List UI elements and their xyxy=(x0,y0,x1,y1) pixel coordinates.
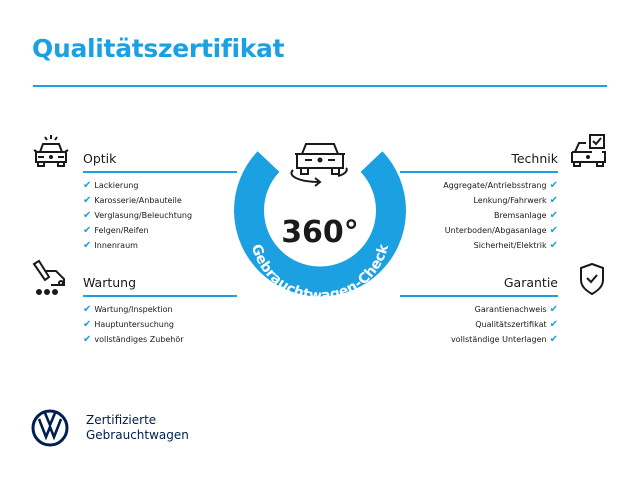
section-title: Wartung xyxy=(83,275,137,290)
car-lights-icon xyxy=(33,135,69,167)
section-title: Garantie xyxy=(503,275,558,290)
check-icon: ✔ xyxy=(83,210,92,221)
list-item: ✔ Verglasung/Beleuchtung xyxy=(83,210,193,221)
list-item: Sicherheit/Elektrik ✔ xyxy=(473,240,558,251)
list-item: Qualitätszertifikat ✔ xyxy=(475,319,558,330)
section-title: Optik xyxy=(83,151,117,166)
list-item: Unterboden/Abgasanlage ✔ xyxy=(444,225,558,236)
check-icon: ✔ xyxy=(549,240,558,251)
list-item: ✔ Wartung/Inspektion xyxy=(83,304,173,315)
badge-ring xyxy=(234,151,406,297)
degrees-label: 360° xyxy=(281,215,359,250)
section-title: Technik xyxy=(511,151,558,166)
check-icon: ✔ xyxy=(549,319,558,330)
list-item: ✔ Karosserie/Anbauteile xyxy=(83,195,182,206)
page-title: Qualitätszertifikat xyxy=(32,34,285,63)
section-divider xyxy=(83,295,237,297)
shield-check-icon xyxy=(580,262,604,296)
check-icon: ✔ xyxy=(549,225,558,236)
list-item: ✔ vollständiges Zubehör xyxy=(83,334,184,345)
list-item: ✔ Lackierung xyxy=(83,180,139,191)
brand-name: Zertifizierte Gebrauchtwagen xyxy=(86,413,189,442)
check-icon: ✔ xyxy=(83,225,92,236)
maintenance-cart-icon xyxy=(32,259,65,295)
check-icon: ✔ xyxy=(83,180,92,191)
section-divider xyxy=(400,171,558,173)
check-icon: ✔ xyxy=(549,195,558,206)
check-icon: ✔ xyxy=(83,334,92,345)
car-checkbox-icon xyxy=(571,134,606,167)
list-item: Bremsanlage ✔ xyxy=(494,210,558,221)
check-icon: ✔ xyxy=(83,319,92,330)
check-icon: ✔ xyxy=(83,304,92,315)
check-icon: ✔ xyxy=(549,334,558,345)
title-divider xyxy=(33,85,607,87)
check-icon: ✔ xyxy=(549,210,558,221)
section-divider xyxy=(83,171,237,173)
check-icon: ✔ xyxy=(83,240,92,251)
vw-logo xyxy=(31,409,69,447)
360-check-badge: 360° Gebrauchtwagen-Check xyxy=(234,143,406,304)
list-item: Garantienachweis ✔ xyxy=(474,304,558,315)
car-360-icon xyxy=(290,143,348,187)
section-wartung: Wartung ✔ Wartung/Inspektion ✔ Hauptunters… xyxy=(83,274,237,347)
check-icon: ✔ xyxy=(549,304,558,315)
list-item: Lenkung/Fahrwerk ✔ xyxy=(473,195,558,206)
section-divider xyxy=(400,295,558,297)
section-optik: Optik ✔ Lackierung ✔ Karosserie/Anbauteile… xyxy=(83,150,237,253)
section-technik: Technik Aggregate/Antriebsstrang ✔ Lenkun… xyxy=(400,150,558,253)
list-item: ✔ Felgen/Reifen xyxy=(83,225,149,236)
list-item: vollständige Unterlagen ✔ xyxy=(450,334,558,345)
list-item: ✔ Innenraum xyxy=(83,240,138,251)
section-garantie: Garantie Garantienachweis ✔ Qualitätszert… xyxy=(400,274,558,347)
check-icon: ✔ xyxy=(83,195,92,206)
check-icon: ✔ xyxy=(549,180,558,191)
list-item: Aggregate/Antriebsstrang ✔ xyxy=(443,180,558,191)
list-item: ✔ Hauptuntersuchung xyxy=(83,319,175,330)
